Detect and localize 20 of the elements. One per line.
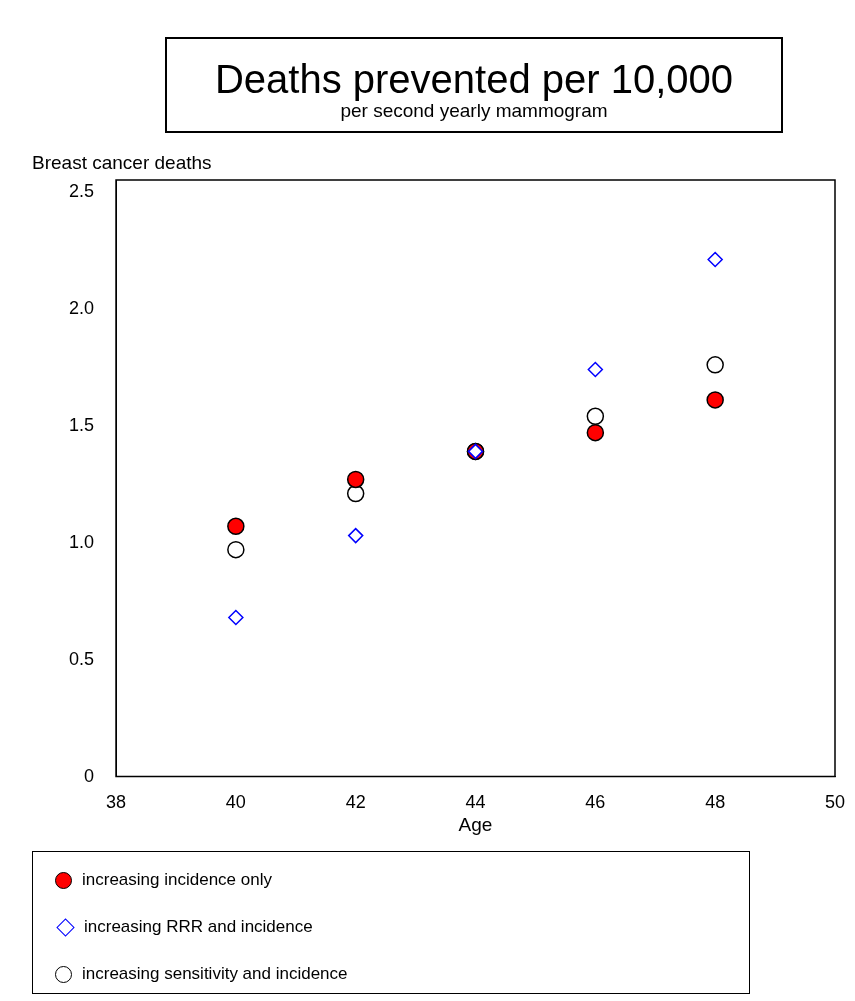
y-tick-label: 0 [84,765,95,786]
y-tick-label: 1.5 [68,414,95,435]
x-tick-label: 40 [225,792,246,813]
x-tick-label: 38 [106,792,127,813]
legend-label: increasing RRR and incidence [84,917,313,937]
chart-subtitle: per second yearly mammogram [339,100,609,121]
x-tick-label: 44 [465,792,486,813]
y-axis-title: Breast cancer deaths [32,152,212,174]
y-tick-label: 2.0 [68,297,95,318]
x-tick-label: 42 [345,792,366,813]
y-tick-label: 1.0 [68,531,95,552]
legend-label: increasing incidence only [82,870,272,890]
x-axis-title: Age [458,813,493,835]
chart-title: Deaths prevented per 10,000 [213,57,735,101]
x-tick-label: 50 [824,792,846,813]
y-tick-label: 2.5 [68,180,95,201]
y-tick-label: 0.5 [68,648,95,669]
x-tick-label: 48 [705,792,726,813]
legend-label: increasing sensitivity and incidence [82,964,348,984]
x-tick-label: 46 [585,792,606,813]
